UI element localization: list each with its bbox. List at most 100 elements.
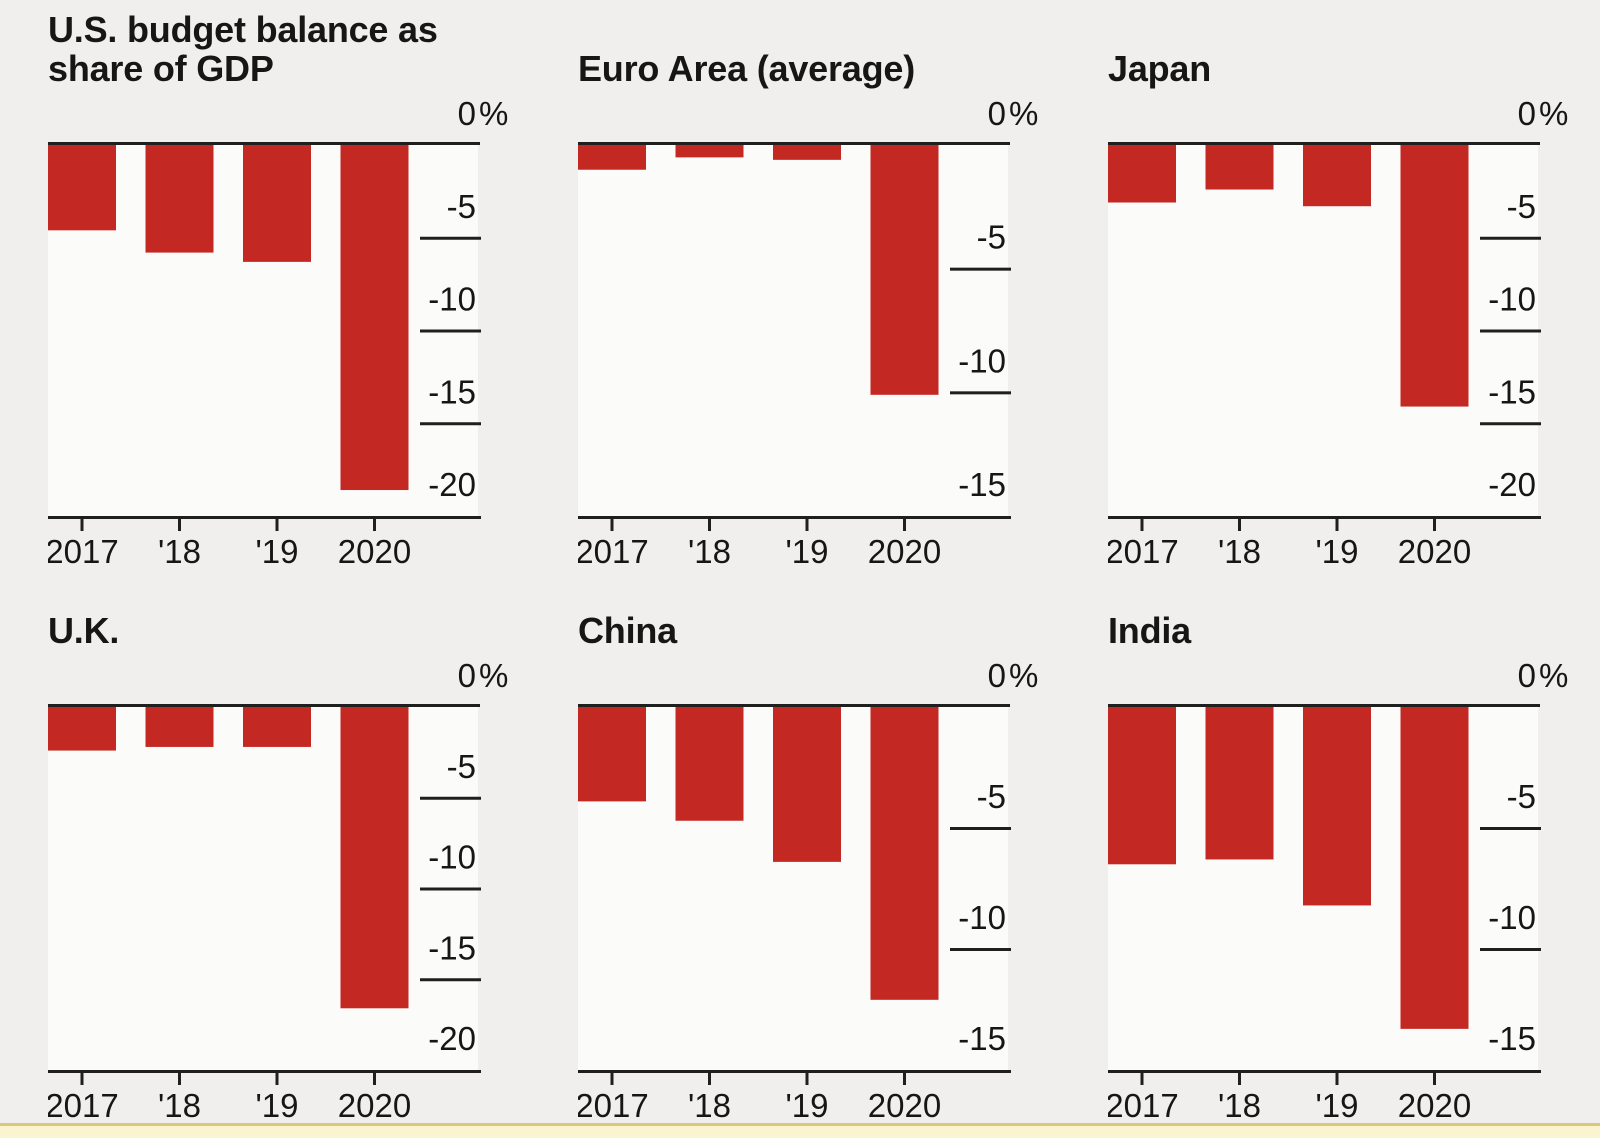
y-tick-label: -20: [428, 466, 476, 503]
bar-2017: [48, 707, 116, 751]
y-tick: [950, 948, 1011, 951]
bottom-strip: [0, 1123, 1600, 1138]
y-tick-label: 0: [458, 95, 476, 132]
y-tick-label: -15: [1488, 1020, 1536, 1057]
chart-title: India: [1108, 610, 1192, 651]
zero-axis-line: [578, 142, 1010, 145]
zero-axis-line: [48, 704, 480, 707]
bar-'18: [145, 145, 214, 253]
x-tick-label: 2017: [578, 533, 649, 570]
x-tick: [1238, 519, 1241, 531]
bar-'19: [773, 707, 841, 862]
y-tick: [950, 267, 1011, 271]
bar-2017: [578, 145, 646, 170]
y-tick-label-unit: %: [1009, 657, 1038, 694]
bar-chart-plot: 0 % -5 -10 -15 -20 2017 '18 '19 2020: [48, 657, 508, 1124]
x-tick: [80, 1073, 84, 1085]
chart-title: China: [578, 610, 678, 651]
x-axis-line: [1108, 516, 1541, 519]
y-tick-label: -5: [447, 748, 476, 785]
chart-title: Japan: [1108, 48, 1212, 89]
chart-title: U.K.: [48, 610, 120, 651]
bar-'19: [1303, 707, 1371, 906]
x-tick: [373, 1073, 376, 1085]
x-axis-line: [578, 1070, 1011, 1073]
zero-axis-line: [1108, 142, 1540, 145]
bar-2017: [1108, 145, 1176, 203]
bar-2020: [1400, 707, 1469, 1029]
x-tick-label: 2017: [1108, 1087, 1179, 1124]
bar-2017: [1108, 707, 1176, 865]
x-tick-label: '19: [255, 1087, 298, 1124]
bar-2020: [1400, 145, 1469, 407]
y-tick-label: -10: [428, 281, 476, 318]
bar-'18: [675, 145, 744, 158]
bar-2020: [340, 707, 409, 1009]
x-tick: [903, 1073, 906, 1085]
y-tick: [950, 827, 1011, 830]
y-tick-label: -10: [958, 342, 1006, 379]
x-tick-label: 2020: [868, 1087, 941, 1124]
x-tick: [1433, 1073, 1436, 1085]
bar-2020: [870, 145, 939, 395]
x-axis-line: [578, 516, 1011, 519]
y-tick-label: -5: [1507, 778, 1536, 815]
plot-area: [578, 145, 1008, 516]
x-tick-label: '18: [688, 533, 731, 570]
bar-'19: [243, 707, 311, 747]
y-tick-label-unit: %: [1539, 95, 1568, 132]
x-tick: [1140, 1073, 1144, 1085]
x-tick: [903, 519, 906, 531]
y-tick-label: -20: [428, 1020, 476, 1057]
x-tick-label: '19: [785, 1087, 828, 1124]
zero-axis-line: [1108, 704, 1540, 707]
y-tick-label: 0: [458, 657, 476, 694]
x-tick: [610, 519, 614, 531]
bar-chart-plot: 0 % -5 -10 -15 2017 '18 '19 2020: [578, 657, 1038, 1124]
bar-2020: [870, 707, 939, 1000]
x-tick-label: 2017: [1108, 533, 1179, 570]
y-tick: [1480, 422, 1541, 426]
x-tick-label: 2020: [338, 533, 411, 570]
zero-axis-line: [578, 704, 1010, 707]
bar-chart-plot: 0 % -5 -10 -15 2017 '18 '19 2020: [1108, 657, 1568, 1124]
chart-india: India 0% -5 -10 -15 2017 '18 '19 2020: [1108, 562, 1600, 1134]
x-tick-label: '18: [158, 1087, 201, 1124]
x-axis-line: [1108, 1070, 1541, 1073]
y-tick: [420, 887, 481, 891]
x-tick: [805, 1073, 809, 1085]
y-tick-label: -10: [1488, 281, 1536, 318]
x-axis-line: [48, 516, 481, 519]
y-tick: [1480, 827, 1541, 830]
x-tick: [708, 1073, 711, 1085]
y-tick-label: -20: [1488, 466, 1536, 503]
x-tick-label: '19: [785, 533, 828, 570]
bar-'18: [145, 707, 214, 747]
y-tick: [420, 978, 481, 982]
y-tick-label: 0: [1518, 657, 1536, 694]
x-tick-label: 2017: [48, 1087, 119, 1124]
y-tick-label: -15: [958, 466, 1006, 503]
chart-uk: U.K. 0% -5 -10 -15 -20 2017 '18 '19 2020: [48, 562, 548, 1134]
y-tick-label: -15: [428, 929, 476, 966]
bar-'19: [1303, 145, 1371, 207]
bar-chart-plot: 0 % -5 -10 -15 -20 2017 '18 '19 2020: [48, 95, 508, 570]
x-tick-label: '18: [1218, 1087, 1261, 1124]
bar-2017: [48, 145, 116, 231]
y-tick-label: 0: [1518, 95, 1536, 132]
bar-chart-plot: 0 % -5 -10 -15 2017 '18 '19 2020: [578, 95, 1038, 570]
y-tick: [420, 796, 481, 800]
y-tick-label: -5: [1507, 188, 1536, 225]
bar-2020: [340, 145, 409, 491]
y-tick-label: -5: [977, 778, 1006, 815]
x-tick: [178, 519, 181, 531]
x-tick-label: '19: [1315, 533, 1358, 570]
x-tick: [1433, 519, 1436, 531]
plot-area: [48, 707, 478, 1070]
chart-japan: Japan 0% -5 -10 -15 -20 2017 '18 '19 2020: [1108, 0, 1600, 572]
y-tick-label: -10: [958, 899, 1006, 936]
y-tick: [1480, 236, 1541, 240]
chart-row-bottom: U.K. 0% -5 -10 -15 -20 2017 '18 '19 2020 China 0…: [0, 562, 1600, 1134]
x-tick: [373, 519, 376, 531]
y-tick: [420, 422, 481, 426]
